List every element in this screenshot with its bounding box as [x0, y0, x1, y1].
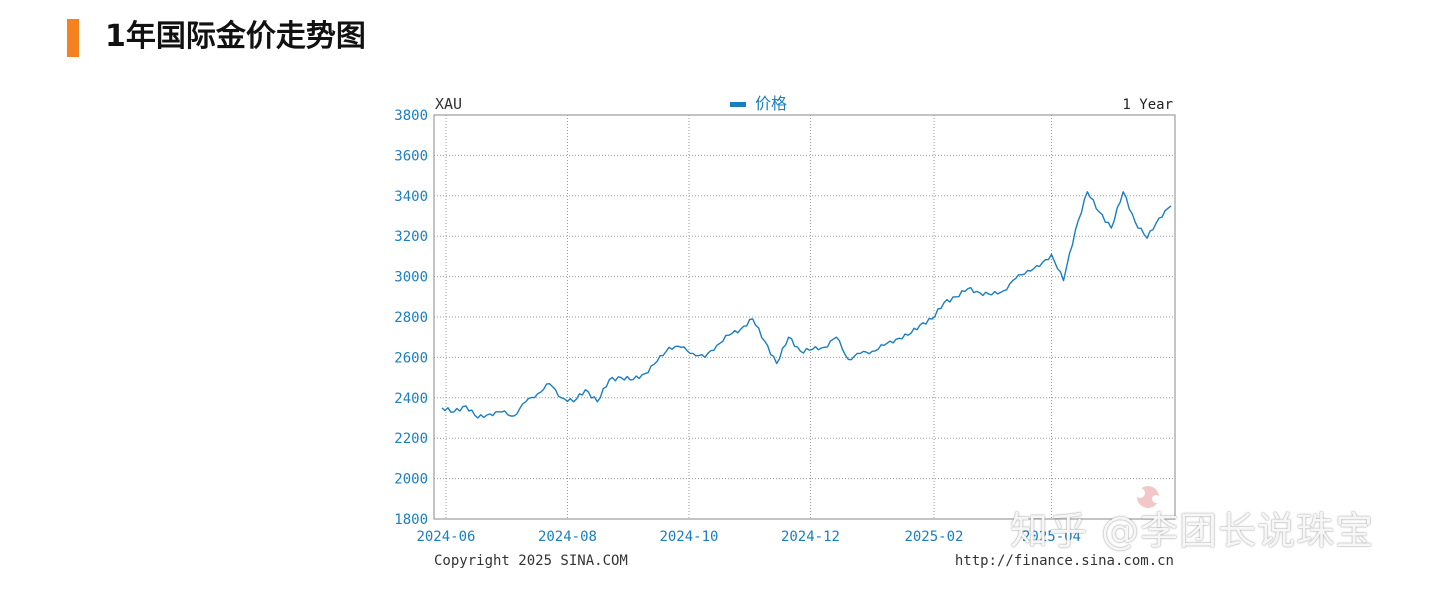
- series-lines: [441, 191, 1172, 419]
- sina-logo: [1135, 486, 1160, 508]
- y-tick-label: 2800: [394, 310, 428, 326]
- y-tick-label: 3800: [394, 108, 428, 124]
- y-tick-label: 1800: [394, 512, 428, 528]
- y-tick-label: 3600: [394, 148, 428, 164]
- y-tick-label: 3400: [394, 189, 428, 205]
- range-label: 1 Year: [1122, 97, 1173, 113]
- x-tick-label: 2025-02: [904, 529, 963, 545]
- y-tick-label: 3200: [394, 229, 428, 245]
- page-title: 1年国际金价走势图: [105, 19, 366, 54]
- legend-swatch: [730, 102, 746, 107]
- x-tick-label: 2025-04: [1022, 529, 1081, 545]
- x-tick-label: 2024-06: [416, 529, 475, 545]
- legend-label: 价格: [755, 94, 787, 113]
- x-tick-label: 2024-12: [781, 529, 840, 545]
- y-tick-label: 2400: [394, 391, 428, 407]
- footer-copyright: Copyright 2025 SINA.COM: [434, 553, 628, 569]
- footer-source-url: http://finance.sina.com.cn: [955, 553, 1174, 569]
- y-axis-ticks: 1800 2000 2200 2400 2600 2800 3000 3200 3400 3600…: [394, 108, 428, 528]
- y-tick-label: 2600: [394, 350, 428, 366]
- y-tick-label: 2200: [394, 431, 428, 447]
- y-tick-label: 3000: [394, 270, 428, 286]
- watermark-text: 知乎 @李团长说珠宝: [1010, 509, 1375, 553]
- x-axis-ticks: 2024-06 2024-08 2024-10 2024-12 2025-02 2025-…: [416, 529, 1081, 545]
- x-tick-label: 2024-10: [659, 529, 718, 545]
- title-accent-bar: [67, 19, 79, 57]
- x-tick-label: 2024-08: [538, 529, 597, 545]
- y-tick-label: 2000: [394, 472, 428, 488]
- series-line-price: [441, 191, 1172, 419]
- symbol-label: XAU: [435, 95, 462, 113]
- gridlines: [434, 115, 1175, 519]
